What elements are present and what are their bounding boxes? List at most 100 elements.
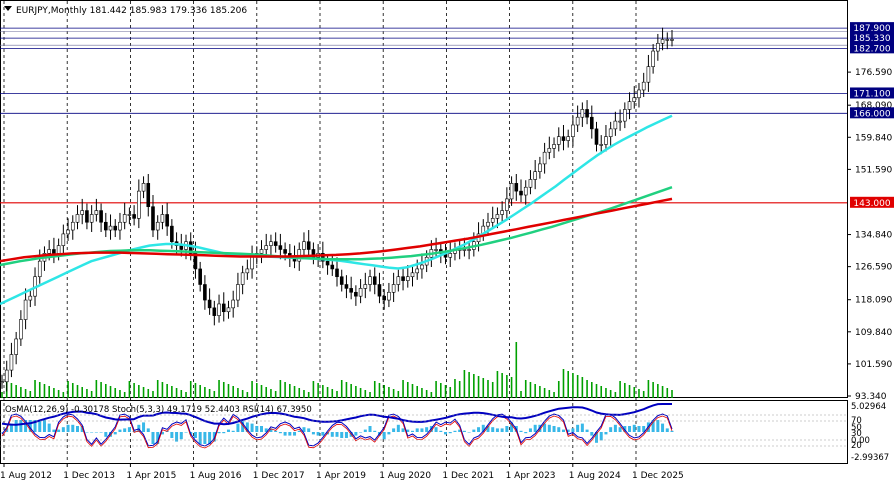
candle-body xyxy=(9,354,14,371)
osma-bar xyxy=(57,429,61,432)
candle-body xyxy=(302,241,306,250)
osma-bar xyxy=(510,422,514,432)
candle-body xyxy=(632,97,637,102)
osma-bar xyxy=(396,424,400,432)
indicator-axis-label: 50 xyxy=(851,423,862,433)
osma-bar xyxy=(665,428,669,432)
osma-bar xyxy=(170,432,174,438)
candle-body xyxy=(387,291,391,301)
candle-body xyxy=(575,116,580,126)
osma-bar xyxy=(344,432,348,438)
osma-bar xyxy=(571,428,575,432)
osma-bar xyxy=(500,428,504,432)
osma-bar xyxy=(434,427,438,432)
osma-bar xyxy=(477,427,481,432)
ema-line xyxy=(0,186,673,267)
candle-body xyxy=(269,241,273,246)
osma-bar xyxy=(24,420,28,432)
osma-bar xyxy=(28,420,32,432)
candle-body xyxy=(273,241,278,246)
candle-body xyxy=(335,268,339,278)
osma-bar xyxy=(66,424,70,432)
candle-body xyxy=(240,272,245,285)
candle-body xyxy=(623,109,627,122)
candle-body xyxy=(160,214,165,223)
osma-bar xyxy=(14,420,18,432)
osma-bar xyxy=(90,432,94,433)
candle-body xyxy=(278,245,283,250)
osma-bar xyxy=(387,432,391,435)
osma-bar xyxy=(368,426,372,432)
osma-bar xyxy=(9,423,13,432)
candle-body xyxy=(179,245,184,250)
candle-body xyxy=(52,249,56,254)
candle-body xyxy=(646,66,651,83)
osma-bar xyxy=(623,426,627,432)
osma-bar xyxy=(316,432,320,436)
price-label: 109.840 xyxy=(855,328,892,338)
candle-body xyxy=(94,210,99,215)
candle-body xyxy=(556,136,561,145)
candle-body xyxy=(505,198,509,211)
candle-body xyxy=(604,136,608,145)
osma-bar xyxy=(613,424,617,432)
candle-body xyxy=(363,284,368,289)
candle-body xyxy=(137,190,141,219)
indicator-header: OsMA(12,26,9) -0.30178 Stoch(5,3,3) 49.1… xyxy=(5,405,312,415)
osma-bar xyxy=(661,423,665,432)
candle-body xyxy=(0,381,4,384)
price-label: 168.090 xyxy=(855,101,892,111)
price-label: 182.700 xyxy=(853,44,890,54)
osma-bar xyxy=(212,432,216,442)
osma-bar xyxy=(505,426,509,432)
osma-bar xyxy=(576,424,580,432)
price-label: 101.590 xyxy=(855,360,892,370)
candle-body xyxy=(330,264,335,270)
indicator-axis-label: 0.00 xyxy=(851,436,870,446)
candle-body xyxy=(509,183,514,200)
candle-body xyxy=(165,214,169,227)
candle-body xyxy=(594,128,599,145)
candle-body xyxy=(462,249,467,251)
candle-body xyxy=(193,253,198,270)
price-label: 187.900 xyxy=(853,24,890,34)
osma-bar xyxy=(71,424,75,432)
osma-bar xyxy=(670,430,674,432)
osma-bar xyxy=(321,432,325,436)
time-label: 1 Dec 2013 xyxy=(63,471,115,481)
osma-bar xyxy=(401,428,405,432)
candle-body xyxy=(405,276,410,281)
price-label: 171.100 xyxy=(853,89,890,99)
osma-bar xyxy=(444,432,448,435)
candle-body xyxy=(354,291,358,297)
candle-body xyxy=(420,264,424,270)
indicator-panel xyxy=(0,403,847,449)
osma-bar xyxy=(175,432,179,442)
time-axis: 1 Aug 2012 1 Dec 2013 1 Apr 2015 1 Aug 2016… xyxy=(0,464,684,481)
candle-body xyxy=(372,276,377,285)
candle-body xyxy=(198,268,202,285)
osma-bar xyxy=(264,428,268,432)
chart-menu-icon[interactable] xyxy=(4,6,12,11)
candle-body xyxy=(613,120,618,130)
osma-bar xyxy=(528,428,532,432)
indicator-axis-label: -2.99367 xyxy=(851,453,889,463)
osma-bar xyxy=(458,429,462,432)
candle-body xyxy=(108,225,113,231)
candle-body xyxy=(656,42,660,52)
osma-bar xyxy=(486,426,490,432)
candle-body xyxy=(618,120,622,123)
candle-body xyxy=(547,148,552,153)
candle-body xyxy=(401,276,405,281)
osma-bar xyxy=(288,432,292,436)
candle-body xyxy=(80,210,85,215)
osma-bar xyxy=(543,423,547,432)
osma-bar xyxy=(0,432,4,433)
time-label: 1 Aug 2020 xyxy=(379,471,431,481)
candle-body xyxy=(325,260,330,266)
time-label: 1 Dec 2017 xyxy=(253,471,305,481)
osma-bar xyxy=(222,432,226,434)
candle-body xyxy=(599,144,604,146)
